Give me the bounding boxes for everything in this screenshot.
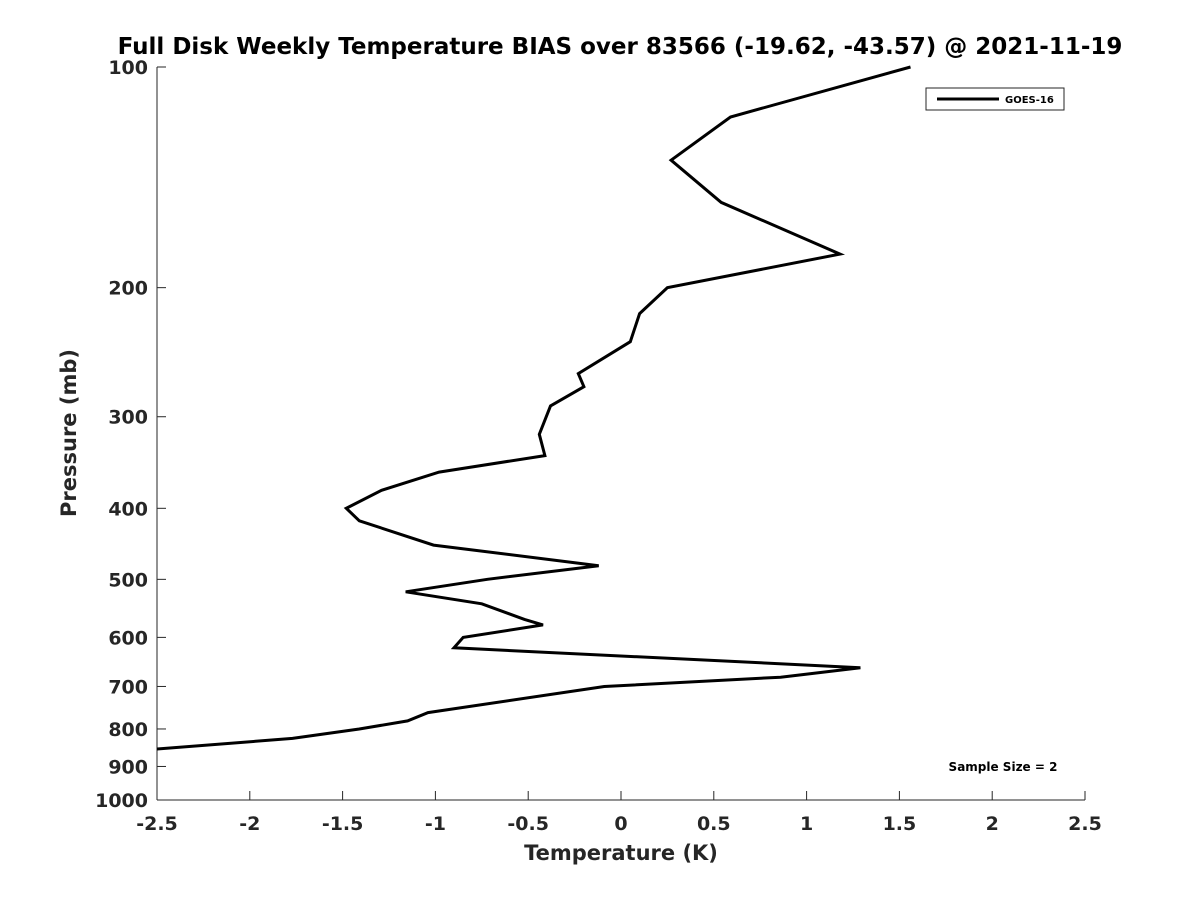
y-tick-label: 700 bbox=[108, 676, 148, 698]
y-tick-label: 100 bbox=[108, 57, 148, 79]
x-tick-label: 2.5 bbox=[1068, 813, 1102, 835]
y-tick-label: 1000 bbox=[95, 790, 148, 812]
sample-size-annotation: Sample Size = 2 bbox=[949, 760, 1058, 774]
series-group bbox=[157, 65, 911, 751]
x-tick-label: -1 bbox=[425, 813, 446, 835]
x-ticks: -2.5 -2 -1.5 -1 -0.5 0 0.5 1 1.5 2 2.5 bbox=[136, 791, 1102, 835]
x-tick-label: -2.5 bbox=[136, 813, 178, 835]
x-tick-label: 0 bbox=[614, 813, 627, 835]
x-tick-label: 0.5 bbox=[697, 813, 731, 835]
y-ticks: 100 200 300 400 500 600 700 800 900 1000 bbox=[95, 57, 166, 812]
x-axis-label: Temperature (K) bbox=[524, 841, 718, 865]
x-tick-label: 1 bbox=[800, 813, 813, 835]
series-line-0 bbox=[157, 65, 911, 751]
legend: GOES-16 bbox=[925, 87, 1065, 111]
y-tick-label: 800 bbox=[108, 719, 148, 741]
y-tick-label: 400 bbox=[108, 498, 148, 520]
chart-title: Full Disk Weekly Temperature BIAS over 8… bbox=[118, 34, 1123, 60]
y-tick-label: 600 bbox=[108, 627, 148, 649]
x-tick-label: 1.5 bbox=[883, 813, 917, 835]
x-tick-label: -1.5 bbox=[322, 813, 364, 835]
y-tick-label: 200 bbox=[108, 278, 148, 300]
y-tick-label: 500 bbox=[108, 569, 148, 591]
x-tick-label: 2 bbox=[986, 813, 999, 835]
x-tick-label: -0.5 bbox=[507, 813, 549, 835]
legend-label: GOES-16 bbox=[1005, 95, 1054, 106]
y-axis-label: Pressure (mb) bbox=[57, 349, 81, 517]
x-tick-label: -2 bbox=[239, 813, 260, 835]
y-tick-label: 300 bbox=[108, 407, 148, 429]
y-tick-label: 900 bbox=[108, 756, 148, 778]
